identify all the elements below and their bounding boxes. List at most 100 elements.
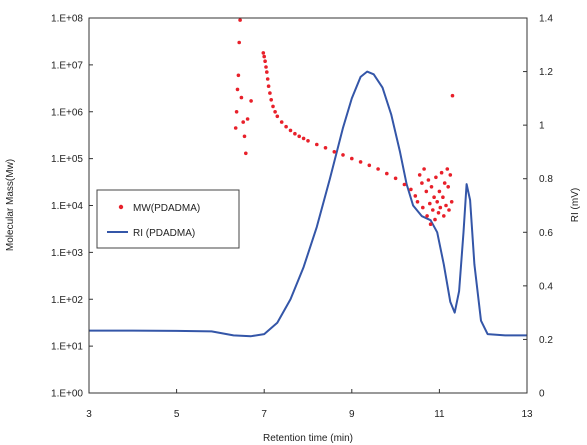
left-tick-label: 1.E+07 [51, 60, 83, 71]
left-tick-label: 1.E+01 [51, 342, 83, 353]
mw-data-point [429, 185, 434, 189]
mw-data-point [268, 91, 272, 95]
mw-data-point [271, 104, 275, 109]
right-tick-label: 0.4 [539, 281, 553, 292]
mw-data-point [264, 65, 268, 69]
mw-data-point [284, 124, 288, 129]
mw-data-point [420, 181, 424, 185]
mw-data-point [449, 200, 454, 204]
mw-data-point [436, 211, 441, 215]
mw-data-point [332, 150, 337, 154]
mw-data-point [239, 95, 244, 100]
mw-data-point [263, 59, 267, 63]
x-axis-title: Retention time (min) [263, 433, 353, 444]
mw-data-point [242, 134, 247, 139]
mw-data-point [442, 214, 446, 218]
mw-data-point [279, 120, 284, 124]
mw-data-point [441, 195, 445, 199]
x-tick-label: 13 [521, 409, 533, 420]
mw-data-point [323, 146, 328, 150]
mw-data-point [315, 142, 319, 147]
mw-data-point [439, 170, 444, 175]
mw-data-point [409, 187, 413, 192]
mw-data-point [434, 175, 438, 180]
mw-data-point [444, 203, 448, 208]
mw-data-point [422, 167, 426, 171]
legend-mw-label: MW(PDADMA) [133, 203, 200, 214]
mw-data-point [446, 185, 451, 189]
left-tick-label: 1.E+04 [51, 201, 83, 212]
mw-data-point [269, 98, 274, 102]
mw-data-point [445, 167, 450, 171]
plot-series-group [89, 18, 527, 338]
mw-data-point [428, 222, 433, 226]
mw-data-point [425, 214, 429, 218]
x-tick-label: 3 [86, 409, 92, 420]
mw-data-point [431, 208, 435, 212]
legend-mw-marker [118, 204, 124, 210]
right-tick-label: 0.6 [539, 228, 553, 239]
mw-data-point [293, 131, 297, 136]
mw-data-point [241, 120, 245, 124]
mw-data-point [448, 173, 453, 177]
mw-data-point [261, 51, 266, 55]
left-axis-ticks: 1.E+00 1.E+01 1.E+02 1.E+03 1.E+04 1.E+05 1.E+… [51, 14, 93, 400]
mw-data-point [447, 208, 451, 212]
mw-data-point [288, 128, 293, 133]
x-tick-label: 11 [434, 409, 445, 420]
mw-data-point [413, 194, 418, 198]
mw-data-point [238, 18, 242, 22]
mw-data-point [301, 136, 306, 141]
ri-series-line [89, 70, 527, 338]
mw-data-point [424, 189, 429, 194]
right-tick-label: 1.4 [539, 14, 553, 25]
mw-data-point [265, 70, 269, 74]
mw-data-point [245, 117, 250, 121]
mw-data-point [235, 87, 240, 92]
left-tick-label: 1.E+08 [51, 14, 83, 25]
left-tick-label: 1.E+03 [51, 248, 83, 259]
mw-data-point [244, 151, 248, 156]
mw-data-point [417, 173, 422, 177]
mw-data-point [438, 205, 443, 210]
mw-data-point [376, 167, 380, 171]
mw-data-point [275, 114, 280, 119]
mw-data-point [233, 126, 238, 130]
right-tick-label: 1.2 [539, 67, 553, 78]
mw-data-point [442, 181, 447, 185]
mw-data-point [402, 182, 407, 187]
x-tick-label: 5 [174, 409, 180, 420]
mw-data-point [421, 205, 425, 210]
left-tick-label: 1.E+00 [51, 389, 83, 400]
left-axis-title: Molecular Mass(Mw) [5, 159, 16, 251]
mw-data-point [432, 195, 436, 199]
mw-data-point [358, 160, 363, 164]
right-tick-label: 0 [539, 389, 545, 400]
mw-data-point [385, 171, 389, 176]
mw-data-point [262, 54, 267, 59]
mw-data-point [249, 99, 253, 103]
mw-data-point [297, 134, 302, 139]
mw-data-point [306, 139, 310, 143]
mw-data-point [433, 217, 437, 222]
mw-data-point [393, 176, 398, 181]
x-tick-label: 7 [261, 409, 267, 420]
mw-data-point [266, 84, 271, 88]
legend: MW(PDADMA) RI (PDADMA) [96, 189, 240, 249]
mw-data-point [426, 178, 431, 182]
mw-data-point [450, 93, 455, 98]
mw-data-point [437, 189, 442, 194]
right-tick-label: 0.2 [539, 335, 553, 346]
right-tick-label: 1 [539, 121, 545, 132]
x-tick-label: 9 [349, 409, 355, 420]
mw-data-point [367, 163, 372, 168]
mw-data-point [237, 40, 241, 45]
mw-data-point [428, 201, 432, 206]
legend-ri-label: RI (PDADMA) [133, 228, 195, 239]
mw-data-point [435, 200, 440, 204]
left-tick-label: 1.E+05 [51, 154, 83, 165]
mw-data-point [341, 153, 345, 157]
plot-frame [88, 17, 528, 394]
